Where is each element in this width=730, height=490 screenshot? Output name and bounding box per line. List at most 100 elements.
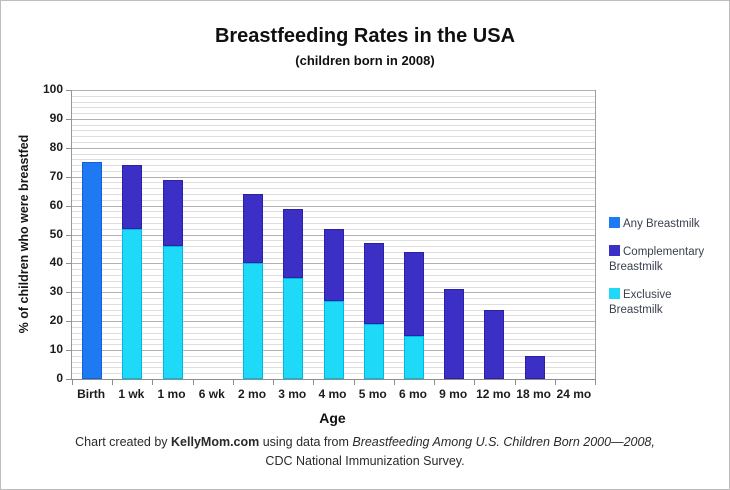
x-category-label: 9 mo xyxy=(439,387,468,401)
minor-gridline xyxy=(72,95,595,97)
minor-gridline xyxy=(72,194,595,196)
y-tick-label: 50 xyxy=(49,226,63,241)
y-axis-tick xyxy=(66,118,71,120)
legend-label: Exclusive Breastmilk xyxy=(609,288,672,317)
caption-prefix: Chart created by xyxy=(75,435,172,449)
x-category-label: 12 mo xyxy=(476,387,511,401)
x-category-label: Birth xyxy=(77,387,106,401)
caption-source: Breastfeeding Among U.S. Children Born 2… xyxy=(352,435,655,449)
minor-gridline xyxy=(72,188,595,190)
x-axis-tick xyxy=(474,380,476,385)
x-axis-tick xyxy=(434,380,436,385)
bar-segment-5mo-complementary-breastmilk xyxy=(363,243,384,325)
minor-gridline xyxy=(72,153,595,155)
y-axis-tick xyxy=(66,147,71,149)
minor-gridline xyxy=(72,142,595,144)
x-axis-tick xyxy=(595,380,596,385)
minor-gridline xyxy=(72,159,595,161)
minor-gridline xyxy=(72,107,595,109)
bar-segment-Birth-any-breastmilk xyxy=(82,162,103,379)
minor-gridline xyxy=(72,217,595,219)
legend: Any Breastmilk Complementary Breastmilk … xyxy=(609,217,717,331)
y-axis-tick xyxy=(66,90,71,91)
x-axis-tick xyxy=(514,380,516,385)
bar-segment-2mo-complementary-breastmilk xyxy=(243,194,264,264)
y-tick-label: 20 xyxy=(49,313,63,328)
caption-line-2: CDC National Immunization Survey. xyxy=(265,454,465,468)
minor-gridline xyxy=(72,130,595,132)
x-axis-tick xyxy=(232,380,234,385)
x-category-label: 2 mo xyxy=(238,387,267,401)
x-axis-tick xyxy=(353,380,355,385)
bar-segment-1mo-complementary-breastmilk xyxy=(162,179,183,247)
bar-segment-1wk-exclusive-breastmilk xyxy=(122,228,143,379)
x-axis-tick xyxy=(192,380,194,385)
x-category-label: 24 mo xyxy=(556,387,592,401)
minor-gridline xyxy=(72,101,595,103)
x-category-label: 18 mo xyxy=(516,387,551,401)
legend-label: Complementary Breastmilk xyxy=(609,245,705,274)
bar-segment-4mo-complementary-breastmilk xyxy=(323,228,344,301)
bar-segment-4mo-exclusive-breastmilk xyxy=(323,300,344,379)
legend-item-complementary-breastmilk: Complementary Breastmilk xyxy=(609,244,717,276)
y-tick-label: 40 xyxy=(49,255,63,270)
bar-segment-6mo-complementary-breastmilk xyxy=(403,251,424,336)
x-category-label: 6 mo xyxy=(398,387,427,401)
y-tick-label: 60 xyxy=(49,197,63,212)
y-axis-tick xyxy=(66,263,71,265)
x-axis-tick xyxy=(313,380,315,385)
legend-label: Any Breastmilk xyxy=(623,218,700,230)
y-axis-tick xyxy=(66,205,71,207)
y-axis-tick xyxy=(66,321,71,323)
y-axis-tick xyxy=(66,292,71,294)
bar-segment-3mo-exclusive-breastmilk xyxy=(283,277,304,379)
bar-segment-3mo-complementary-breastmilk xyxy=(283,208,304,278)
minor-gridline xyxy=(72,222,595,224)
legend-swatch-complementary-breastmilk-icon xyxy=(609,244,620,256)
minor-gridline xyxy=(72,124,595,126)
y-axis-tick xyxy=(66,350,71,352)
chart-title: Breastfeeding Rates in the USA xyxy=(214,25,516,47)
x-axis-tick xyxy=(273,380,275,385)
minor-gridline xyxy=(72,136,595,138)
x-axis-title: Age xyxy=(319,410,346,426)
y-tick-label: 80 xyxy=(49,139,63,154)
bar-segment-2mo-exclusive-breastmilk xyxy=(243,263,264,379)
x-axis-labels: Birth 1 wk 1 mo 6 wk 2 mo 3 mo 4 mo 5 mo 6 mo 9 m… xyxy=(71,387,594,405)
x-axis-tick xyxy=(393,380,395,385)
major-gridline xyxy=(72,147,595,149)
major-gridline xyxy=(72,205,595,207)
major-gridline xyxy=(72,176,595,178)
x-category-label: 1 mo xyxy=(157,387,186,401)
plot-area xyxy=(71,90,596,385)
x-category-label: 4 mo xyxy=(318,387,347,401)
x-axis-tick xyxy=(152,380,154,385)
y-axis-tick xyxy=(66,176,71,178)
major-gridline xyxy=(72,118,595,120)
bar-segment-9mo-complementary-breastmilk xyxy=(444,289,465,379)
x-axis-tick xyxy=(72,380,73,385)
x-category-label: 1 wk xyxy=(118,387,145,401)
y-tick-label: 100 xyxy=(42,82,63,96)
minor-gridline xyxy=(72,211,595,213)
y-tick-label: 0 xyxy=(56,371,63,385)
bar-segment-5mo-exclusive-breastmilk xyxy=(363,324,384,379)
bar-segment-1mo-exclusive-breastmilk xyxy=(162,246,183,379)
y-axis-tick xyxy=(66,234,71,236)
y-tick-label: 70 xyxy=(49,168,63,183)
legend-item-any-breastmilk: Any Breastmilk xyxy=(609,217,717,233)
y-tick-label: 90 xyxy=(49,110,63,125)
x-axis-tick xyxy=(554,380,556,385)
bar-segment-1wk-complementary-breastmilk xyxy=(122,165,143,229)
x-category-label: 3 mo xyxy=(278,387,307,401)
minor-gridline xyxy=(72,170,595,172)
y-tick-label: 10 xyxy=(49,342,63,357)
minor-gridline xyxy=(72,199,595,201)
legend-swatch-exclusive-breastmilk-icon xyxy=(609,287,620,299)
minor-gridline xyxy=(72,182,595,184)
bar-segment-12mo-complementary-breastmilk xyxy=(484,309,505,379)
caption-line-1: Chart created by KellyMom.com using data… xyxy=(1,433,729,452)
bar-segment-6mo-exclusive-breastmilk xyxy=(403,335,424,379)
minor-gridline xyxy=(72,165,595,167)
